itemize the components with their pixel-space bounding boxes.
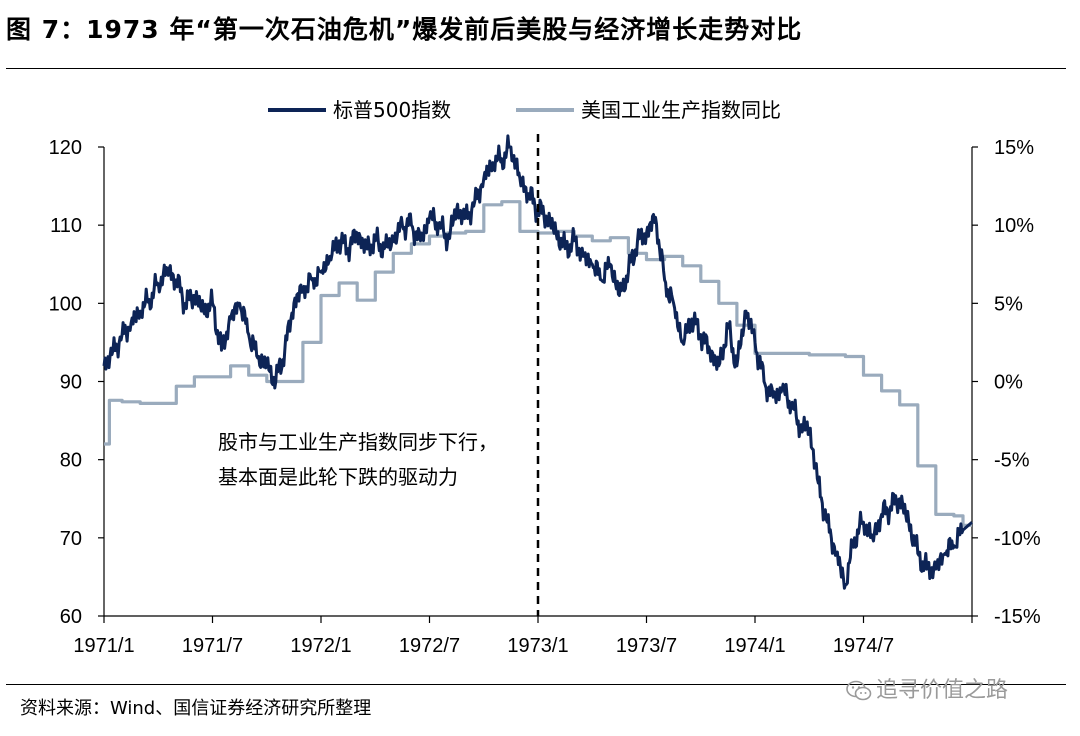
y-left-tick-label: 80 [60, 450, 82, 472]
source-note: 资料来源：Wind、国信证券经济研究所整理 [20, 698, 372, 719]
y-right-tick-label: 0% [994, 372, 1023, 394]
x-tick-label: 1971/1 [73, 635, 134, 657]
x-tick-label: 1973/7 [616, 635, 677, 657]
y-axis-left: 120 110 100 90 80 70 60 [49, 137, 104, 628]
series-line-sp500 [102, 134, 973, 590]
annotation-line-1: 股市与工业生产指数同步下行， [218, 430, 498, 454]
y-left-tick-label: 70 [60, 528, 82, 550]
annotation-line-2: 基本面是此轮下跌的驱动力 [218, 465, 458, 489]
y-right-tick-label: -15% [994, 606, 1041, 628]
watermark-text: 追寻价值之路 [876, 678, 1009, 703]
x-tick-label: 1974/1 [724, 635, 785, 657]
footer-rule [6, 684, 1066, 685]
legend-label-sp500: 标普500指数 [333, 98, 451, 122]
y-right-tick-label: 10% [994, 215, 1034, 237]
x-tick-label: 1974/7 [833, 635, 894, 657]
y-right-tick-label: 5% [994, 293, 1023, 315]
x-tick-label: 1971/7 [182, 635, 243, 657]
y-axis-right: 15% 10% 5% 0% -5% -10% -15% [972, 137, 1041, 628]
wechat-icon [846, 680, 872, 701]
header-rule [6, 68, 1066, 69]
watermark: 追寻价值之路 [846, 672, 1008, 704]
annotation: 股市与工业生产指数同步下行， 基本面是此轮下跌的驱动力 [218, 430, 498, 489]
y-left-tick-label: 60 [60, 606, 82, 628]
legend-label-industrial: 美国工业生产指数同比 [581, 98, 781, 122]
y-left-tick-label: 90 [60, 372, 82, 394]
y-right-tick-label: -5% [994, 450, 1030, 472]
x-tick-label: 1972/7 [399, 635, 460, 657]
x-axis: 1971/1 1971/7 1972/1 1972/7 1973/1 1973/7 1974… [73, 616, 973, 657]
y-right-tick-label: 15% [994, 137, 1034, 159]
figure-title: 图 7：1973 年“第一次石油危机”爆发前后美股与经济增长走势对比 [6, 15, 803, 44]
y-left-tick-label: 120 [49, 137, 82, 159]
y-right-tick-label: -10% [994, 528, 1041, 550]
y-left-tick-label: 100 [49, 293, 82, 315]
x-tick-label: 1972/1 [290, 635, 351, 657]
legend: 标普500指数 美国工业生产指数同比 [268, 98, 781, 122]
x-tick-label: 1973/1 [507, 635, 568, 657]
y-left-tick-label: 110 [50, 215, 82, 237]
